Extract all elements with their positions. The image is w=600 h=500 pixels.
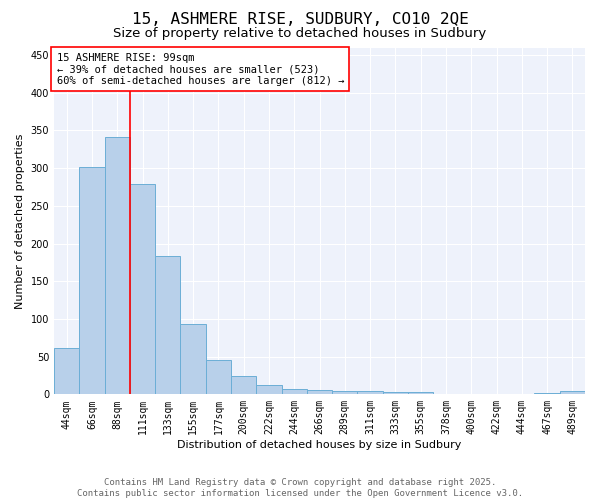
Bar bbox=[408, 392, 433, 394]
Bar bbox=[206, 360, 231, 394]
Bar bbox=[383, 392, 408, 394]
Text: 15 ASHMERE RISE: 99sqm
← 39% of detached houses are smaller (523)
60% of semi-de: 15 ASHMERE RISE: 99sqm ← 39% of detached… bbox=[56, 52, 344, 86]
Bar bbox=[130, 184, 155, 394]
Bar bbox=[155, 256, 181, 394]
Text: Contains HM Land Registry data © Crown copyright and database right 2025.
Contai: Contains HM Land Registry data © Crown c… bbox=[77, 478, 523, 498]
Y-axis label: Number of detached properties: Number of detached properties bbox=[15, 133, 25, 308]
Bar bbox=[332, 392, 358, 394]
Bar bbox=[54, 348, 79, 395]
Bar bbox=[181, 324, 206, 394]
Bar bbox=[256, 384, 281, 394]
Bar bbox=[535, 393, 560, 394]
Bar bbox=[358, 390, 383, 394]
Text: Size of property relative to detached houses in Sudbury: Size of property relative to detached ho… bbox=[113, 28, 487, 40]
Bar bbox=[104, 137, 130, 394]
Bar bbox=[307, 390, 332, 394]
Bar bbox=[79, 168, 104, 394]
Text: 15, ASHMERE RISE, SUDBURY, CO10 2QE: 15, ASHMERE RISE, SUDBURY, CO10 2QE bbox=[131, 12, 469, 28]
X-axis label: Distribution of detached houses by size in Sudbury: Distribution of detached houses by size … bbox=[178, 440, 462, 450]
Bar bbox=[281, 389, 307, 394]
Bar bbox=[560, 392, 585, 394]
Bar bbox=[231, 376, 256, 394]
